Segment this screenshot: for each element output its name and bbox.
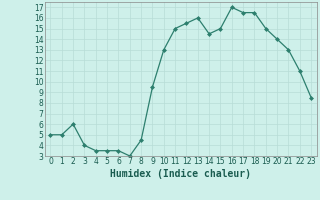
X-axis label: Humidex (Indice chaleur): Humidex (Indice chaleur) [110,169,251,179]
